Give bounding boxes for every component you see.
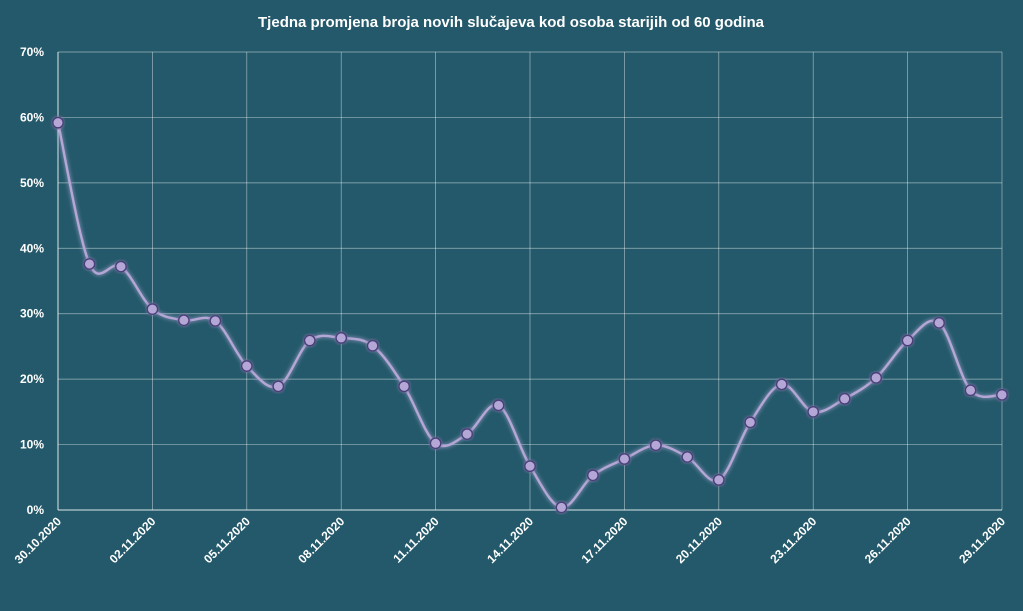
- y-tick-label: 70%: [20, 45, 44, 59]
- x-tick-label: 14.11.2020: [484, 514, 536, 566]
- x-tick-label: 02.11.2020: [107, 514, 159, 566]
- data-point: [744, 416, 757, 429]
- x-tick-label: 30.10.2020: [12, 514, 65, 567]
- data-point: [398, 380, 411, 393]
- data-point: [115, 260, 127, 273]
- x-tick-label: 08.11.2020: [295, 514, 347, 566]
- data-point: [649, 439, 662, 452]
- x-tick-label: 23.11.2020: [767, 514, 819, 566]
- data-points: [52, 116, 1008, 514]
- x-tick-label: 20.11.2020: [673, 514, 725, 566]
- y-axis-ticks: 0% 10% 20% 30% 40% 50% 60% 70%: [20, 45, 44, 517]
- data-point: [366, 339, 379, 352]
- y-tick-label: 0%: [27, 503, 45, 517]
- data-point: [933, 316, 945, 329]
- data-point: [555, 501, 568, 514]
- data-point: [712, 474, 725, 486]
- data-point: [272, 380, 285, 393]
- data-point: [618, 453, 631, 465]
- data-point: [681, 451, 694, 463]
- y-tick-label: 60%: [20, 110, 44, 124]
- data-point: [461, 428, 473, 441]
- data-point: [524, 460, 536, 473]
- data-point: [807, 405, 820, 418]
- data-point: [335, 332, 348, 344]
- chart-title: Tjedna promjena broja novih slučajeva ko…: [258, 14, 765, 31]
- data-point: [901, 334, 914, 347]
- data-point: [870, 371, 883, 384]
- y-tick-label: 20%: [20, 372, 44, 386]
- y-tick-label: 40%: [20, 241, 44, 255]
- y-tick-label: 10%: [20, 438, 44, 452]
- data-point: [146, 303, 159, 316]
- data-point: [492, 399, 505, 412]
- data-point: [587, 469, 599, 482]
- data-point: [775, 378, 788, 391]
- data-point: [177, 314, 190, 327]
- data-point: [52, 116, 64, 129]
- x-tick-label: 26.11.2020: [862, 514, 914, 566]
- data-point: [429, 437, 442, 450]
- y-tick-label: 30%: [20, 307, 44, 321]
- data-point: [240, 360, 253, 372]
- data-point: [83, 258, 96, 270]
- x-tick-label: 17.11.2020: [579, 514, 631, 566]
- y-tick-label: 50%: [20, 176, 44, 190]
- x-axis-ticks: 30.10.2020 02.11.2020 05.11.2020 08.11.2020…: [12, 514, 1009, 567]
- data-point: [209, 315, 222, 327]
- grid: [57, 51, 1003, 511]
- data-point: [303, 334, 316, 347]
- data-point: [964, 384, 977, 397]
- x-tick-label: 11.11.2020: [390, 514, 442, 566]
- data-point: [838, 392, 851, 405]
- x-tick-label: 05.11.2020: [201, 514, 253, 566]
- data-point: [996, 388, 1008, 401]
- x-tick-label: 29.11.2020: [956, 514, 1008, 566]
